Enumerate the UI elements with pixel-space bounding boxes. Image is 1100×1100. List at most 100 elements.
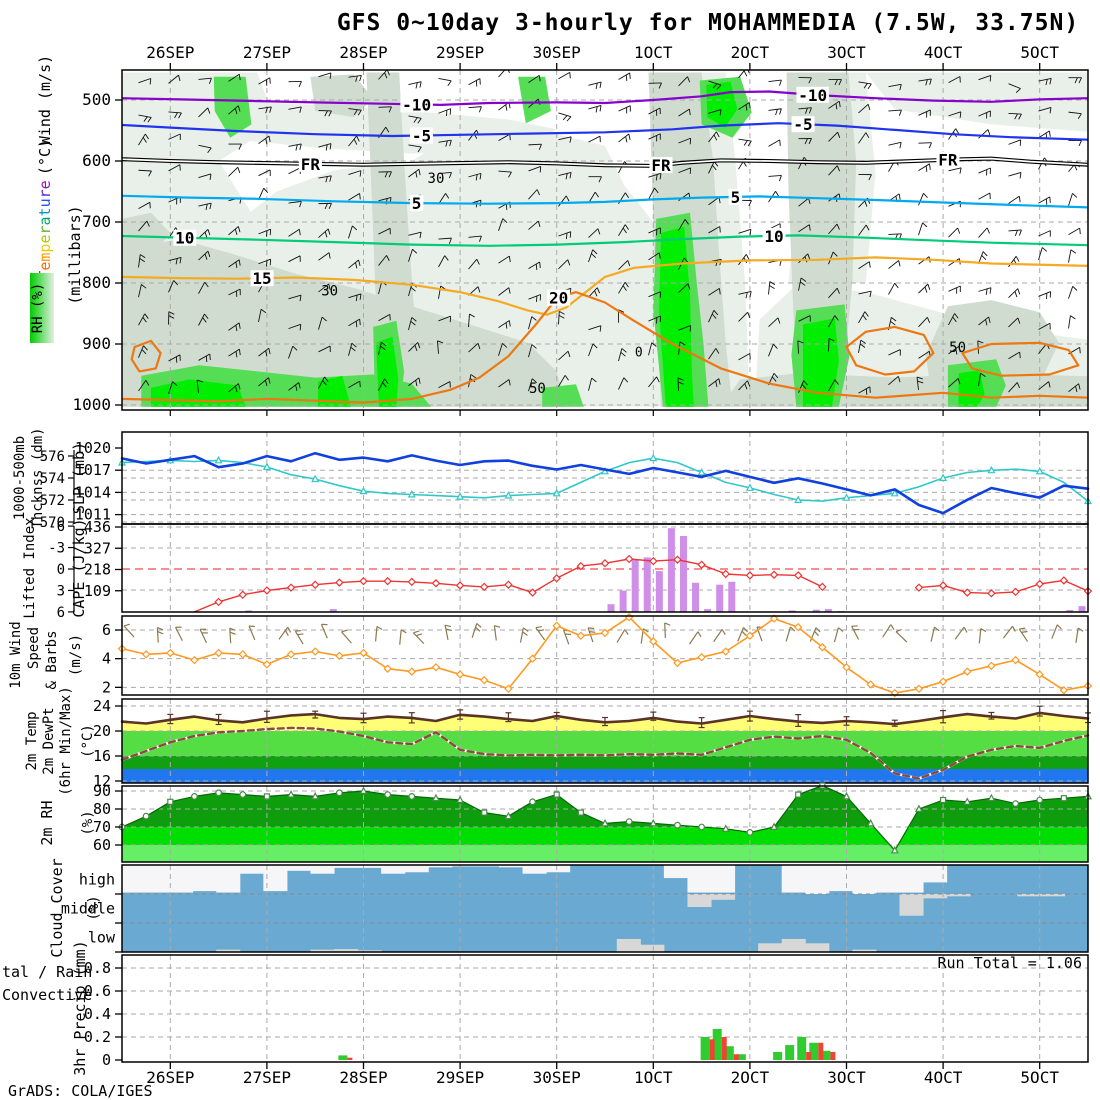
wind-barb [288, 106, 302, 110]
wind-barb-tick [779, 108, 782, 115]
wind-barb [768, 79, 782, 82]
contour-t20-loop3 [130, 339, 162, 373]
wind-barb-tick [748, 200, 752, 207]
wind-barb-tick [963, 626, 968, 633]
temp-unit-label: (°C) [36, 139, 54, 175]
marker [673, 555, 682, 564]
wind-barb-tick [149, 78, 152, 85]
wind-barb-tick [477, 343, 481, 350]
wind-barb [588, 135, 601, 143]
marker [721, 647, 730, 656]
wind-barb-tick [721, 629, 726, 635]
precip-tick: 0.2 [84, 1028, 111, 1046]
rh-shading [122, 239, 567, 407]
contour-label-halo [400, 96, 433, 113]
wind-barb [858, 311, 866, 324]
wind-barb [498, 218, 504, 231]
wind-barb-tick [594, 191, 599, 198]
wind-barb [1038, 291, 1051, 297]
pressure-tick: 900 [82, 334, 111, 353]
cloud-middle-bar [899, 894, 924, 916]
wind-barb [588, 287, 598, 298]
wind-barb-tick [324, 110, 328, 117]
wind-barb-tick [410, 286, 416, 292]
wind-barb-tick [341, 629, 348, 633]
contour-t15 [122, 256, 1088, 316]
wind-barb [198, 77, 212, 80]
wind-barb-tick [168, 311, 175, 315]
marker [649, 637, 658, 646]
wind-barb [888, 282, 896, 295]
wind-barb [738, 70, 746, 79]
precip-total-bar [785, 1045, 795, 1060]
wind-barb-tick [624, 224, 629, 230]
wind-barb-tick [508, 320, 511, 327]
wind-barb [798, 253, 809, 264]
wind-barb-tick [139, 258, 145, 263]
cloud-high-bar [216, 865, 241, 893]
wind-barb [918, 283, 929, 294]
wind-barb-tick [352, 225, 358, 231]
wind-barb-tick [922, 222, 928, 228]
li-tick: -6 [48, 519, 65, 535]
wind-barb [648, 315, 661, 322]
contour-label: -5 [793, 115, 812, 134]
wind-barb-tick [865, 224, 870, 231]
marker [166, 648, 175, 658]
cloud-low-bar [640, 944, 665, 952]
rh-tick: 80 [93, 800, 111, 818]
thickness-tick: 572 [40, 493, 65, 509]
wind-barb [558, 136, 572, 141]
wind-barb [498, 133, 511, 142]
wind-barb-tick [1078, 140, 1082, 147]
wind-barb-tick [591, 377, 597, 383]
marker [552, 574, 561, 583]
wind-barb [1038, 130, 1050, 139]
cape-bar [812, 609, 820, 612]
wind-barb [228, 383, 239, 393]
cape-bar [643, 557, 651, 612]
wind-barb [708, 310, 715, 323]
rh-shading [318, 375, 351, 407]
marker [504, 580, 513, 589]
date-label-top: 5OCT [1020, 43, 1059, 62]
wind-barb [498, 287, 510, 296]
wind-barb [558, 375, 566, 387]
wind-barb [318, 345, 331, 353]
wind-barb [1008, 195, 1020, 204]
wind-barb [737, 627, 745, 642]
wind-barb [558, 112, 572, 118]
wind-barb-tick [664, 622, 671, 626]
wind-barb-tick [260, 308, 267, 314]
wind-barb-tick [413, 630, 420, 634]
wind-barb-tick [773, 372, 779, 379]
slp-tick: 1014 [75, 483, 111, 501]
marker [287, 790, 296, 798]
wind-barb-tick [324, 376, 329, 382]
rh-shading [310, 74, 374, 118]
wind-barb [258, 106, 272, 110]
wind-barb [828, 131, 838, 142]
wind-barb-tick [749, 229, 752, 236]
wind-barb-tick [790, 626, 796, 632]
wind-barb [558, 231, 571, 237]
wind-barb-tick [292, 345, 298, 351]
wind-barb [677, 377, 679, 391]
wind-barb-tick [1021, 630, 1028, 633]
cloud-low-bar [781, 938, 806, 952]
wind-barb [678, 219, 686, 231]
marker [842, 791, 851, 800]
marker [263, 793, 270, 800]
marker [987, 465, 996, 474]
wind-barb-tick [955, 128, 960, 134]
wind-barb [294, 630, 304, 645]
wind-barb [378, 313, 391, 322]
wind-barb [558, 350, 569, 361]
wind-barb-tick [716, 84, 722, 90]
date-label-bottom: 2OCT [731, 1068, 770, 1087]
wind-barb-tick [522, 627, 529, 632]
marker [528, 588, 537, 597]
wind-barb-tick [351, 342, 357, 348]
wind-barb-tick [952, 316, 957, 323]
marker [938, 677, 948, 686]
